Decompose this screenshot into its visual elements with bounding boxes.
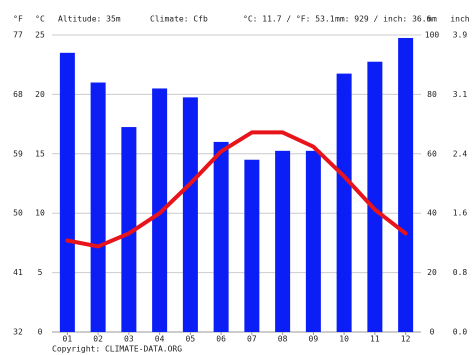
f-tick-label: 32 bbox=[13, 328, 23, 337]
x-tick-label: 04 bbox=[155, 335, 165, 344]
mm-tick-label: 20 bbox=[427, 268, 437, 277]
mm-tick-label: 0 bbox=[430, 328, 435, 337]
x-tick-label: 10 bbox=[339, 335, 349, 344]
x-tick-label: 11 bbox=[370, 335, 380, 344]
x-tick-label: 05 bbox=[186, 335, 196, 344]
precip-bar bbox=[182, 97, 198, 333]
mm-tick-label: 40 bbox=[427, 209, 437, 218]
inch-tick-label: 1.6 bbox=[453, 209, 468, 218]
temperature-line bbox=[65, 130, 408, 249]
altitude: Altitude: 35m bbox=[58, 15, 121, 24]
climate: Climate: Cfb bbox=[150, 15, 208, 24]
mm-axis-label: mm bbox=[427, 15, 437, 24]
inch-tick-label: 2.4 bbox=[453, 149, 468, 158]
inch-tick-label: 0.8 bbox=[453, 268, 468, 277]
inch-axis-label: inch bbox=[450, 15, 469, 24]
f-tick-label: 77 bbox=[13, 31, 23, 40]
f-tick-label: 68 bbox=[13, 90, 23, 99]
x-tick-label: 08 bbox=[278, 335, 288, 344]
x-tick-label: 09 bbox=[309, 335, 319, 344]
c-tick-label: 5 bbox=[38, 268, 43, 277]
precip-bar bbox=[152, 88, 168, 333]
c-tick-label: 0 bbox=[38, 328, 43, 337]
c-tick-label: 25 bbox=[35, 31, 45, 40]
c-tick-label: 10 bbox=[35, 209, 45, 218]
precip-bar bbox=[213, 141, 229, 332]
x-tick-label: 12 bbox=[401, 335, 411, 344]
precip-bar bbox=[275, 150, 291, 332]
c-tick-label: 20 bbox=[35, 90, 45, 99]
avg-temp: °C: 11.7 / °F: 53.1 bbox=[243, 15, 335, 24]
x-tick-label: 02 bbox=[93, 335, 103, 344]
x-tick-label: 03 bbox=[124, 335, 134, 344]
precip-bar bbox=[59, 52, 75, 332]
copyright: Copyright: CLIMATE-DATA.ORG bbox=[52, 345, 182, 354]
precip-bar bbox=[121, 127, 137, 332]
c-tick-label: 15 bbox=[35, 149, 45, 158]
precip-bar bbox=[90, 82, 106, 333]
f-axis-label: °F bbox=[13, 15, 23, 24]
x-tick-label: 06 bbox=[216, 335, 226, 344]
mm-tick-label: 100 bbox=[425, 31, 440, 40]
precip-bar bbox=[336, 73, 352, 333]
precip-bar bbox=[367, 61, 383, 332]
f-tick-label: 50 bbox=[13, 209, 23, 218]
precip-bar bbox=[305, 150, 321, 332]
f-tick-label: 41 bbox=[13, 268, 23, 277]
mm-tick-label: 60 bbox=[427, 149, 437, 158]
mm-tick-label: 80 bbox=[427, 90, 437, 99]
inch-tick-label: 3.1 bbox=[453, 90, 468, 99]
x-tick-label: 01 bbox=[63, 335, 73, 344]
c-axis-label: °C bbox=[35, 15, 45, 24]
inch-tick-label: 0.0 bbox=[453, 328, 468, 337]
x-tick-label: 07 bbox=[247, 335, 257, 344]
f-tick-label: 59 bbox=[13, 149, 23, 158]
precip-bar bbox=[398, 37, 414, 332]
precip-bar bbox=[244, 159, 260, 332]
total-precip: mm: 929 / inch: 36.6 bbox=[335, 15, 432, 24]
inch-tick-label: 3.9 bbox=[453, 31, 468, 40]
